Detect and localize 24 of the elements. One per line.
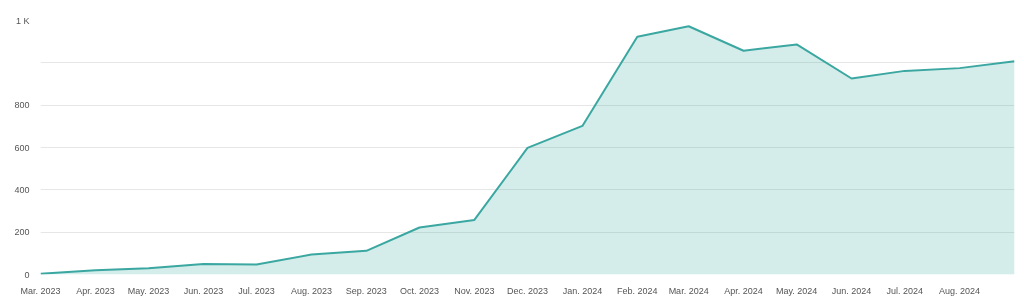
x-tick-label: Dec. 2023: [506, 285, 549, 296]
x-tick-label: Jun. 2024: [831, 285, 872, 296]
x-tick-label: May. 2023: [127, 285, 170, 296]
y-tick-label: 0: [24, 269, 30, 280]
x-tick-label: Nov. 2023: [454, 285, 495, 296]
x-tick-label: Aug. 2024: [939, 285, 981, 296]
x-tick-label: Jan. 2024: [562, 285, 603, 296]
y-tick-label: 200: [14, 227, 30, 238]
x-tick-label: Sep. 2023: [345, 285, 387, 296]
x-tick-label: Mar. 2024: [668, 285, 709, 296]
y-tick-label: 600: [14, 142, 30, 153]
x-tick-label: Aug. 2023: [290, 285, 332, 296]
y-tick-label: 400: [14, 184, 30, 195]
y-tick-label: 800: [14, 100, 30, 111]
x-tick-label: Apr. 2024: [724, 285, 763, 296]
x-tick-label: Jul. 2024: [886, 285, 923, 296]
x-tick-label: Feb. 2024: [617, 285, 658, 296]
x-tick-label: Oct. 2023: [399, 285, 439, 296]
x-tick-label: May. 2024: [776, 285, 818, 296]
x-tick-label: Mar. 2023: [20, 285, 61, 296]
x-tick-label: Jul. 2023: [238, 285, 275, 296]
x-tick-label: Jun. 2023: [183, 285, 224, 296]
y-tick-label: 1 K: [15, 15, 30, 26]
x-tick-label: Apr. 2023: [76, 285, 115, 296]
